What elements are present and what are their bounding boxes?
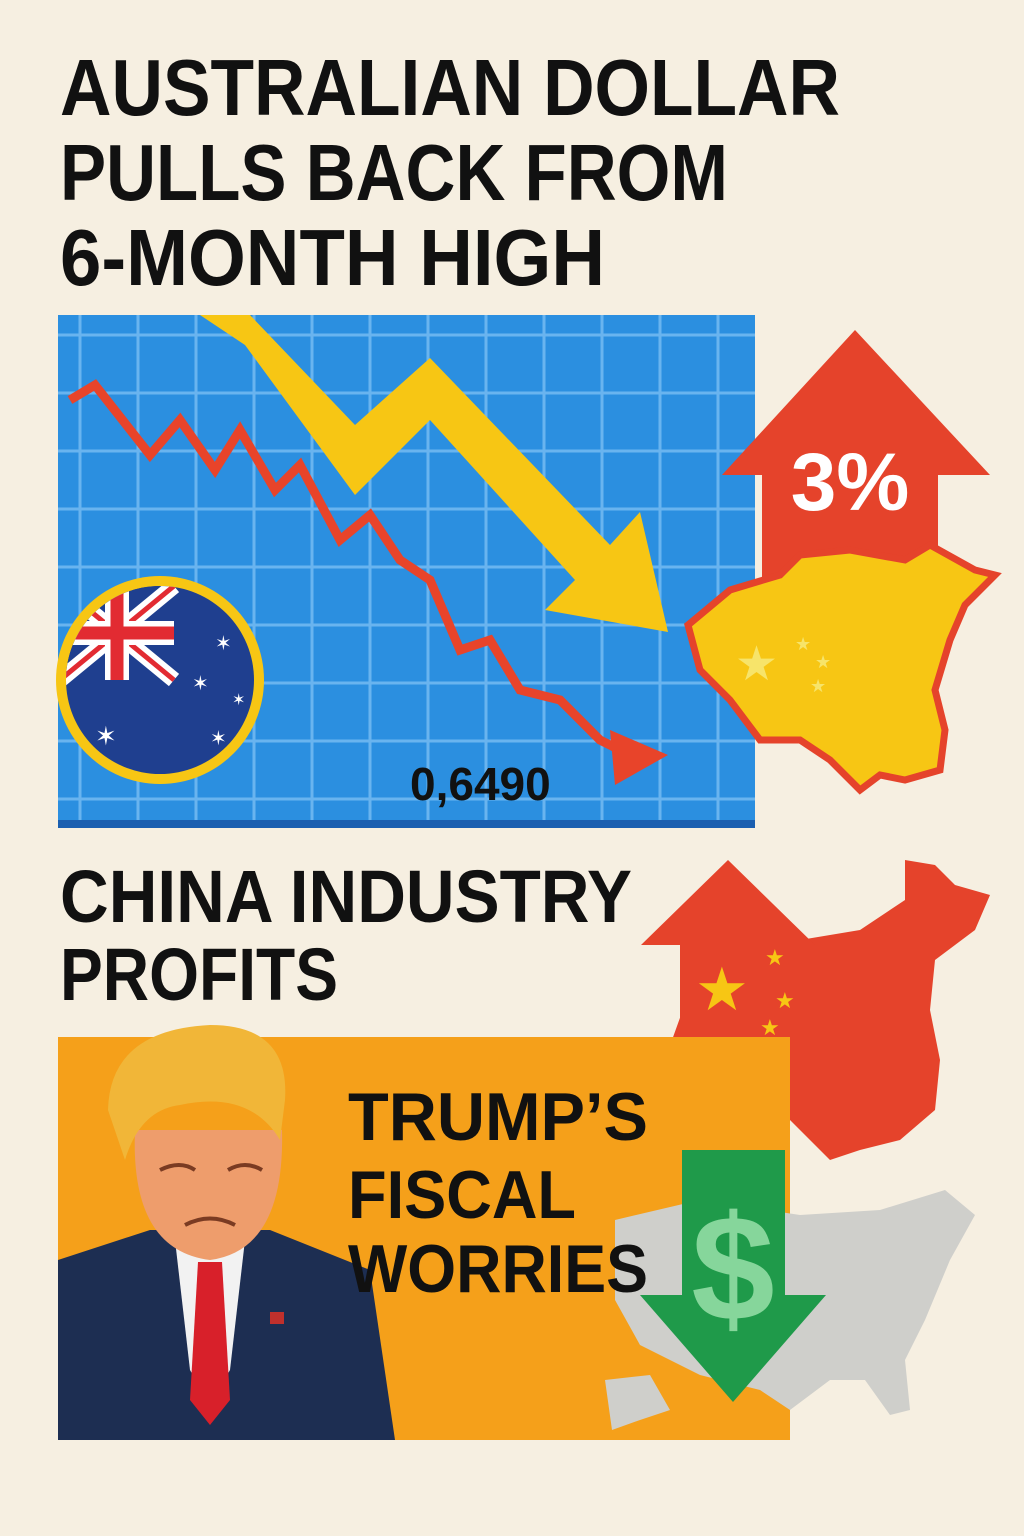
svg-text:★: ★ <box>775 988 795 1013</box>
price-label: 0,6490 <box>410 758 551 810</box>
fiscal-heading: FISCAL <box>348 1157 576 1233</box>
fiscal-heading: TRUMP’S <box>348 1079 648 1155</box>
title-line: AUSTRALIAN DOLLAR <box>60 43 840 132</box>
svg-text:★: ★ <box>810 676 826 696</box>
svg-text:✶: ✶ <box>95 721 117 751</box>
svg-text:★: ★ <box>760 1015 780 1040</box>
section-heading: CHINA INDUSTRY <box>60 855 632 938</box>
arrow-label: 3% <box>791 437 910 528</box>
section-heading: PROFITS <box>60 933 338 1016</box>
svg-text:✶: ✶ <box>215 633 232 655</box>
china-arrow: 3% ★ ★★★ <box>684 330 1002 795</box>
fiscal-panel: $ TRUMP’S FISCAL WORRIES <box>58 1025 975 1440</box>
title-line: 6-MONTH HIGH <box>60 213 605 302</box>
fiscal-heading: WORRIES <box>348 1231 648 1307</box>
svg-text:✶: ✶ <box>192 673 209 695</box>
svg-text:★: ★ <box>735 638 778 691</box>
svg-text:✶: ✶ <box>210 728 227 750</box>
dollar-symbol: $ <box>691 1184 774 1352</box>
svg-text:★: ★ <box>815 652 831 672</box>
svg-text:★: ★ <box>765 945 785 970</box>
svg-text:✶: ✶ <box>232 692 245 709</box>
svg-text:★: ★ <box>695 956 749 1023</box>
chart-panel: ✶ ✶ ✶ ✶ ✶ 0,6490 <box>56 315 755 828</box>
svg-text:★: ★ <box>795 634 811 654</box>
title-line: PULLS BACK FROM <box>60 128 728 217</box>
